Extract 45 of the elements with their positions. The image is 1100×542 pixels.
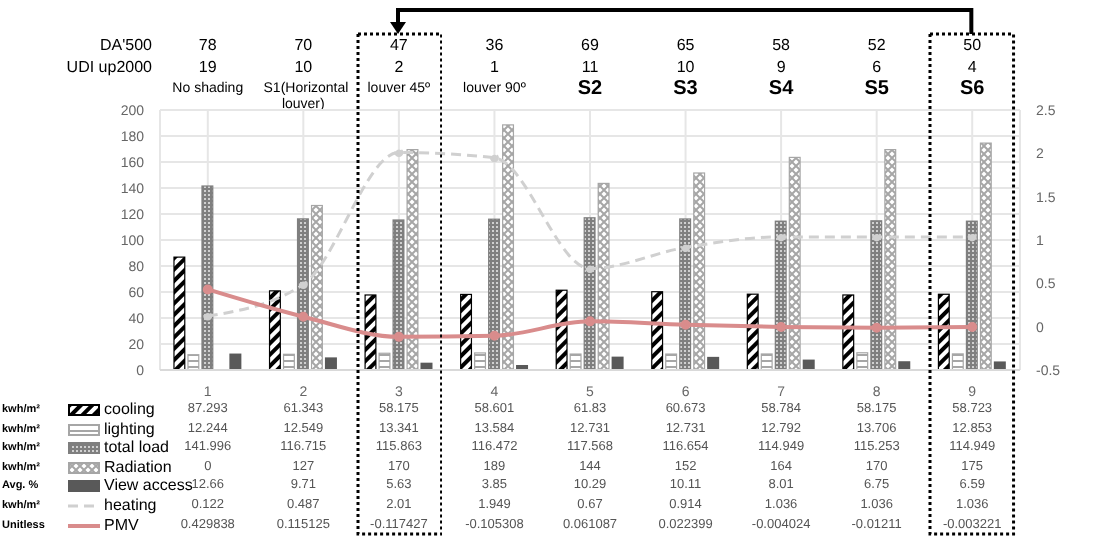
legend-label: Radiation: [104, 457, 172, 478]
text: 65: [674, 36, 697, 54]
text: 69: [579, 36, 601, 54]
text: DA'500: [98, 36, 152, 54]
point: [393, 331, 404, 342]
text: 11: [579, 58, 601, 76]
point: [585, 316, 595, 327]
point: [871, 322, 882, 333]
text: 19: [196, 58, 219, 76]
text: 2: [392, 58, 406, 76]
legend-label: heating: [104, 496, 157, 516]
legend-label: lighting: [104, 419, 155, 440]
point: [489, 330, 500, 341]
text: 47: [387, 36, 410, 54]
legend-label: PMV: [104, 515, 139, 536]
text: 78: [196, 36, 219, 54]
legend-label: cooling: [104, 400, 155, 420]
text: 9: [774, 58, 788, 76]
text: 36: [483, 36, 506, 54]
text: UDI up2000: [64, 58, 152, 76]
point: [680, 319, 691, 330]
text: 10: [292, 58, 315, 76]
text: 58: [770, 36, 792, 54]
text: 52: [865, 36, 888, 54]
point: [298, 311, 309, 322]
text: S6: [957, 78, 987, 100]
text: 1: [487, 58, 501, 76]
point: [967, 321, 978, 332]
legend-label: total load: [104, 438, 169, 459]
text: S5: [862, 78, 891, 100]
point: [202, 284, 213, 295]
text: S3: [671, 78, 700, 100]
text: 50: [961, 36, 984, 54]
point: [776, 322, 787, 333]
text: 10: [674, 58, 697, 76]
text: 6: [870, 58, 884, 76]
text: S4: [766, 78, 796, 100]
point: [585, 264, 595, 274]
point: [776, 232, 786, 242]
legend-label: View access: [104, 476, 193, 497]
text: 4: [965, 58, 979, 76]
point: [489, 153, 499, 163]
point: [967, 232, 977, 242]
text: S2: [575, 78, 605, 100]
text: 70: [292, 36, 315, 54]
